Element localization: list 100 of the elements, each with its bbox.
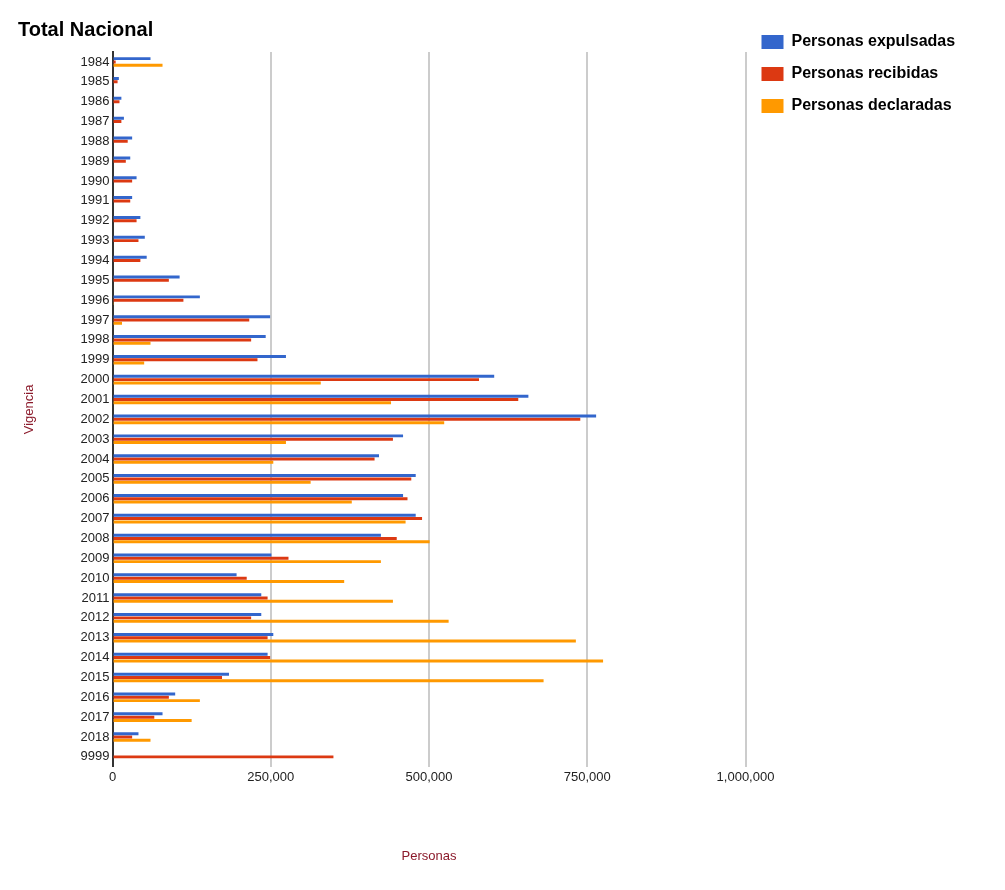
bar bbox=[113, 540, 430, 544]
y-tick-label: 2007 bbox=[80, 510, 110, 526]
y-tick-label: 1994 bbox=[80, 252, 110, 268]
bar bbox=[113, 675, 223, 679]
bar bbox=[113, 755, 334, 759]
bar bbox=[113, 573, 237, 577]
y-tick-label: 2002 bbox=[80, 410, 110, 426]
y-tick-label: 2018 bbox=[80, 728, 110, 744]
bar bbox=[113, 477, 412, 481]
bar bbox=[113, 474, 416, 478]
bar bbox=[113, 414, 597, 418]
x-tick-label: 750,000 bbox=[563, 769, 611, 785]
bar bbox=[113, 656, 271, 660]
bar bbox=[113, 715, 155, 719]
bar bbox=[113, 321, 123, 325]
y-tick-label: 1989 bbox=[80, 152, 110, 168]
bar bbox=[113, 596, 268, 600]
y-tick-label: 2000 bbox=[80, 371, 110, 387]
y-axis-title: Vigencia bbox=[21, 383, 37, 435]
bar bbox=[113, 536, 397, 540]
y-tick-label: 2017 bbox=[80, 708, 110, 724]
y-tick-label: 1996 bbox=[80, 291, 110, 307]
bar bbox=[113, 239, 139, 243]
bar bbox=[113, 652, 268, 656]
y-tick-label: 1985 bbox=[80, 73, 110, 89]
bar bbox=[113, 533, 381, 537]
bar bbox=[113, 298, 184, 302]
bar bbox=[113, 520, 406, 524]
y-tick-label: 2010 bbox=[80, 569, 110, 585]
y-tick-label: 1988 bbox=[80, 132, 110, 148]
y-tick-label: 1986 bbox=[80, 93, 110, 109]
x-tick-label: 1,000,000 bbox=[716, 769, 775, 785]
bar bbox=[113, 96, 122, 100]
bar bbox=[113, 76, 119, 80]
bar bbox=[113, 358, 258, 362]
chart-title: Total Nacional bbox=[18, 17, 154, 40]
legend-label: Personas expulsadas bbox=[791, 32, 1000, 50]
bar bbox=[113, 116, 124, 120]
y-tick-label: 1998 bbox=[80, 331, 110, 347]
bar bbox=[113, 434, 404, 438]
bar bbox=[113, 315, 271, 319]
y-tick-label: 2005 bbox=[80, 470, 110, 486]
bar bbox=[113, 275, 180, 279]
bar bbox=[113, 258, 141, 262]
bar bbox=[113, 632, 274, 636]
bar bbox=[113, 556, 289, 560]
bar bbox=[113, 63, 163, 67]
x-tick-label: 500,000 bbox=[405, 769, 453, 785]
bar bbox=[113, 437, 393, 441]
bar bbox=[113, 417, 581, 421]
y-tick-label: 2004 bbox=[80, 450, 110, 466]
bar bbox=[113, 718, 192, 722]
bar bbox=[113, 374, 495, 378]
bar bbox=[113, 401, 392, 405]
bar bbox=[113, 159, 126, 163]
y-tick-label: 1997 bbox=[80, 311, 110, 327]
bar bbox=[113, 619, 449, 623]
bar bbox=[113, 599, 393, 603]
bar bbox=[113, 695, 169, 699]
y-tick-label: 2014 bbox=[80, 649, 110, 665]
bar bbox=[113, 139, 128, 143]
bar bbox=[113, 480, 311, 484]
bar bbox=[113, 295, 200, 299]
bar bbox=[113, 136, 133, 140]
bar bbox=[113, 219, 137, 223]
bar bbox=[113, 255, 147, 259]
bar bbox=[113, 576, 247, 580]
bar bbox=[113, 441, 286, 444]
bar bbox=[113, 613, 262, 617]
y-tick-label: 1999 bbox=[80, 351, 110, 367]
bar bbox=[113, 354, 286, 358]
bar bbox=[113, 593, 262, 597]
y-tick-label: 1995 bbox=[80, 271, 110, 287]
bar bbox=[113, 460, 274, 464]
bar bbox=[113, 672, 229, 676]
legend-label: Personas recibidas bbox=[791, 64, 983, 82]
bar bbox=[113, 176, 137, 180]
bar bbox=[113, 500, 352, 504]
y-tick-label: 2003 bbox=[80, 430, 110, 446]
bar bbox=[113, 338, 252, 342]
y-tick-label: 1993 bbox=[80, 232, 110, 248]
bar bbox=[113, 735, 133, 739]
y-tick-label: 1991 bbox=[80, 192, 110, 208]
bar bbox=[113, 493, 404, 497]
bar bbox=[113, 454, 380, 458]
bar bbox=[113, 738, 151, 742]
bar bbox=[113, 560, 381, 564]
bar bbox=[113, 517, 423, 521]
x-tick-label: 0 bbox=[108, 769, 117, 785]
bar bbox=[113, 80, 118, 84]
bar bbox=[113, 341, 151, 345]
bar bbox=[113, 381, 321, 385]
y-tick-label: 1987 bbox=[80, 113, 110, 129]
bar bbox=[113, 278, 169, 282]
bar bbox=[113, 57, 151, 61]
bar bbox=[113, 421, 445, 425]
bar bbox=[113, 397, 519, 401]
bar bbox=[113, 179, 133, 183]
bar bbox=[113, 659, 604, 663]
bar bbox=[113, 699, 200, 703]
